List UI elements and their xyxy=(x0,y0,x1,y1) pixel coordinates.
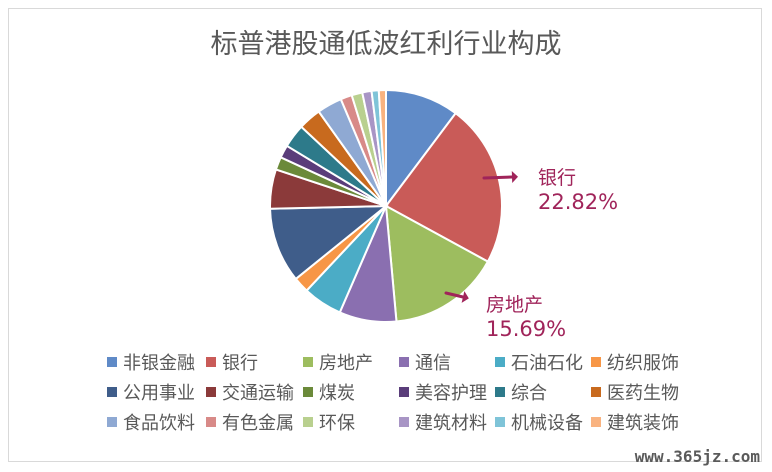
legend-item-11: 医药生物 xyxy=(591,380,701,404)
legend-swatch xyxy=(107,387,117,397)
legend-label: 煤炭 xyxy=(319,383,355,404)
legend-label: 环保 xyxy=(319,413,355,434)
legend-swatch xyxy=(495,357,505,367)
pie-slice-6 xyxy=(269,204,389,281)
chart-legend: 非银金融 银行 房地产 通信 石油石化 纺织服饰公用事业 交通运输 煤炭 美容护理 综合 医药生物食… xyxy=(107,350,701,434)
legend-swatch xyxy=(495,417,505,427)
legend-label: 建筑材料 xyxy=(415,413,487,434)
annotation-bank-label: 银行 xyxy=(538,167,577,189)
pie-slice-0 xyxy=(385,88,458,209)
legend-swatch xyxy=(206,387,216,397)
annotation-bank-value: 22.82% xyxy=(538,190,619,214)
legend-item-8: 煤炭 xyxy=(303,380,399,404)
legend-swatch xyxy=(303,387,313,397)
legend-label: 建筑装饰 xyxy=(607,413,679,434)
legend-item-9: 美容护理 xyxy=(399,380,495,404)
legend-item-16: 机械设备 xyxy=(495,410,591,434)
legend-swatch xyxy=(591,387,601,397)
legend-swatch xyxy=(107,417,117,427)
legend-item-1: 银行 xyxy=(206,350,303,374)
legend-label: 房地产 xyxy=(319,353,373,374)
annotation-bank-arrow xyxy=(482,171,518,183)
legend-item-4: 石油石化 xyxy=(495,350,591,374)
legend-item-12: 食品饮料 xyxy=(107,410,206,434)
legend-item-13: 有色金属 xyxy=(206,410,303,434)
legend-item-7: 交通运输 xyxy=(206,380,303,404)
legend-label: 纺织服饰 xyxy=(607,353,679,374)
legend-label: 综合 xyxy=(511,383,547,404)
legend-label: 公用事业 xyxy=(123,383,195,404)
legend-item-14: 环保 xyxy=(303,410,399,434)
legend-label: 交通运输 xyxy=(222,383,294,404)
annotation-bank: 银行 22.82% xyxy=(538,163,618,214)
legend-swatch xyxy=(399,417,409,427)
annotation-realestate-arrow xyxy=(444,291,469,303)
watermark: www.365jz.com xyxy=(634,447,760,466)
legend-swatch xyxy=(495,387,505,397)
legend-item-15: 建筑材料 xyxy=(399,410,495,434)
legend-label: 石油石化 xyxy=(511,353,583,374)
legend-swatch xyxy=(206,357,216,367)
annotation-realestate-label: 房地产 xyxy=(486,294,544,316)
legend-label: 非银金融 xyxy=(123,353,195,374)
legend-label: 食品饮料 xyxy=(123,413,195,434)
legend-label: 有色金属 xyxy=(222,413,294,434)
pie-slice-2 xyxy=(384,204,490,323)
legend-item-17: 建筑装饰 xyxy=(591,410,701,434)
legend-label: 通信 xyxy=(415,353,451,374)
legend-item-5: 纺织服饰 xyxy=(591,350,701,374)
legend-label: 机械设备 xyxy=(511,413,583,434)
legend-swatch xyxy=(303,357,313,367)
legend-swatch xyxy=(399,357,409,367)
legend-item-10: 综合 xyxy=(495,380,591,404)
annotation-realestate: 房地产 15.69% xyxy=(486,290,566,341)
legend-swatch xyxy=(107,357,117,367)
pie-slice-1 xyxy=(384,111,503,263)
legend-swatch xyxy=(399,387,409,397)
legend-item-6: 公用事业 xyxy=(107,380,206,404)
annotation-realestate-value: 15.69% xyxy=(486,317,567,341)
pie-slice-17 xyxy=(377,88,387,207)
legend-label: 银行 xyxy=(222,353,258,374)
legend-label: 医药生物 xyxy=(607,383,679,404)
legend-item-2: 房地产 xyxy=(303,350,399,374)
legend-label: 美容护理 xyxy=(415,383,487,404)
legend-swatch xyxy=(591,417,601,427)
legend-swatch xyxy=(303,417,313,427)
legend-swatch xyxy=(591,357,601,367)
legend-item-3: 通信 xyxy=(399,350,495,374)
chart-title: 标普港股通低波红利行业构成 xyxy=(210,29,562,60)
legend-swatch xyxy=(206,417,216,427)
legend-item-0: 非银金融 xyxy=(107,350,206,374)
